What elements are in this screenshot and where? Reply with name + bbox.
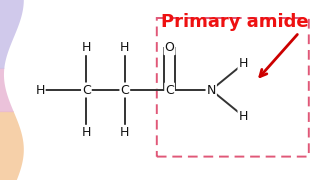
Text: H: H bbox=[120, 126, 130, 139]
Text: H: H bbox=[82, 126, 91, 139]
Text: C: C bbox=[120, 84, 129, 96]
Text: H: H bbox=[82, 41, 91, 54]
Polygon shape bbox=[0, 111, 24, 180]
Text: H: H bbox=[35, 84, 45, 96]
Text: C: C bbox=[82, 84, 91, 96]
Text: C: C bbox=[165, 84, 174, 96]
Text: Primary amide: Primary amide bbox=[161, 13, 309, 31]
Text: H: H bbox=[238, 110, 248, 123]
Text: H: H bbox=[238, 57, 248, 70]
Polygon shape bbox=[0, 68, 14, 112]
Text: O: O bbox=[165, 41, 174, 54]
Text: H: H bbox=[120, 41, 130, 54]
Polygon shape bbox=[0, 0, 24, 69]
Text: N: N bbox=[206, 84, 216, 96]
